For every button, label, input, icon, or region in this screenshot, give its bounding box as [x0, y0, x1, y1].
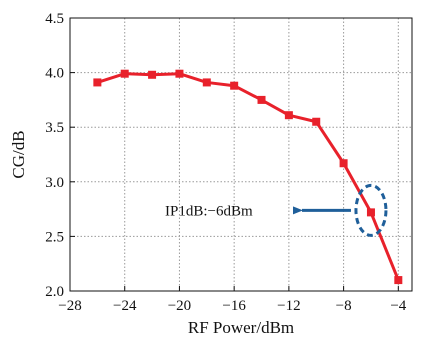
y-axis-label: CG/dB	[9, 130, 28, 178]
y-tick-label: 4.0	[45, 66, 64, 82]
x-tick-label: −8	[336, 298, 352, 314]
x-tick-label: −4	[390, 298, 406, 314]
x-tick-label: −24	[113, 298, 137, 314]
series-line	[96, 72, 400, 281]
y-tick-label: 4.5	[45, 11, 64, 27]
y-axis: 2.0 2.5 3.0 3.5 4.0 4.5	[45, 11, 75, 300]
grid	[70, 18, 412, 291]
x-tick-label: −28	[58, 298, 81, 314]
data-point	[366, 208, 375, 217]
data-point	[394, 276, 403, 285]
y-tick-label: 2.0	[45, 284, 64, 300]
plot-frame	[69, 17, 413, 292]
data-point	[312, 117, 321, 126]
series	[93, 69, 403, 285]
x-tick-label: −20	[168, 298, 191, 314]
y-tick-label: 3.5	[45, 120, 64, 136]
x-tick-label: −16	[222, 298, 246, 314]
data-point	[175, 69, 184, 78]
data-point	[284, 111, 293, 120]
y-tick-label: 3.0	[45, 175, 64, 191]
data-point	[339, 159, 348, 168]
x-axis: −28 −24 −20 −16 −12 −8 −4	[58, 286, 407, 314]
data-point	[148, 70, 157, 79]
data-point	[93, 78, 102, 87]
y-tick-label: 2.5	[45, 229, 64, 245]
data-point	[257, 95, 266, 104]
data-point	[120, 69, 129, 78]
annotation: IP1dB:−6dBm	[165, 183, 388, 237]
highlight-ellipse	[354, 183, 388, 237]
x-axis-label: RF Power/dBm	[188, 318, 294, 337]
data-point	[202, 78, 211, 87]
data-point	[230, 81, 239, 90]
x-tick-label: −12	[277, 298, 300, 314]
annotation-label: IP1dB:−6dBm	[165, 203, 253, 219]
